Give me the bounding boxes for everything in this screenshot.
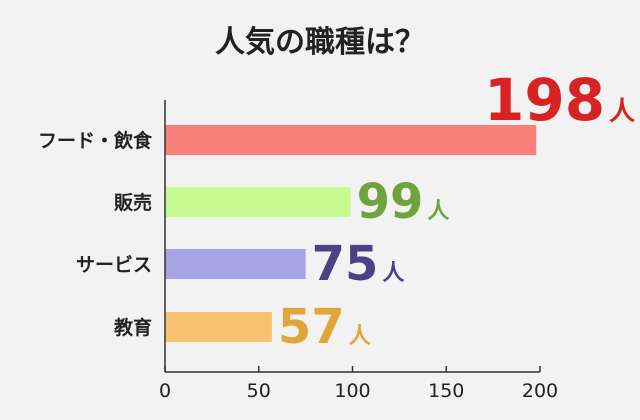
category-label: サービス — [76, 254, 152, 276]
bar — [165, 249, 306, 279]
value-labels: 198 人99 人75 人57 人 — [278, 66, 635, 355]
value-number: 57 — [278, 299, 345, 355]
value-number: 99 — [357, 174, 424, 230]
value-unit: 人 — [349, 324, 371, 349]
value-label: 198 人 — [484, 66, 635, 134]
category-label: 教育 — [114, 316, 152, 339]
value-number: 75 — [312, 236, 379, 292]
bar — [165, 125, 537, 155]
x-tick-label: 100 — [334, 380, 370, 402]
x-tick-label: 200 — [522, 380, 558, 402]
value-label: 57 人 — [278, 299, 371, 355]
chart-title: 人気の職種は？ — [215, 25, 425, 60]
bar — [165, 312, 272, 342]
value-unit: 人 — [427, 199, 449, 224]
category-label: フード・飲食 — [38, 129, 153, 152]
value-number: 198 — [484, 66, 605, 134]
x-tick-label: 150 — [428, 380, 464, 402]
bar — [165, 187, 351, 217]
x-tick-label: 50 — [247, 380, 271, 402]
x-ticks: 0 50 100 150 200 — [159, 366, 558, 402]
value-unit: 人 — [609, 97, 635, 127]
bars — [165, 125, 537, 342]
value-unit: 人 — [382, 261, 404, 286]
category-label: 販売 — [114, 191, 152, 214]
value-label: 99 人 — [357, 174, 450, 230]
value-label: 75 人 — [312, 236, 405, 292]
x-tick-label: 0 — [159, 380, 171, 402]
